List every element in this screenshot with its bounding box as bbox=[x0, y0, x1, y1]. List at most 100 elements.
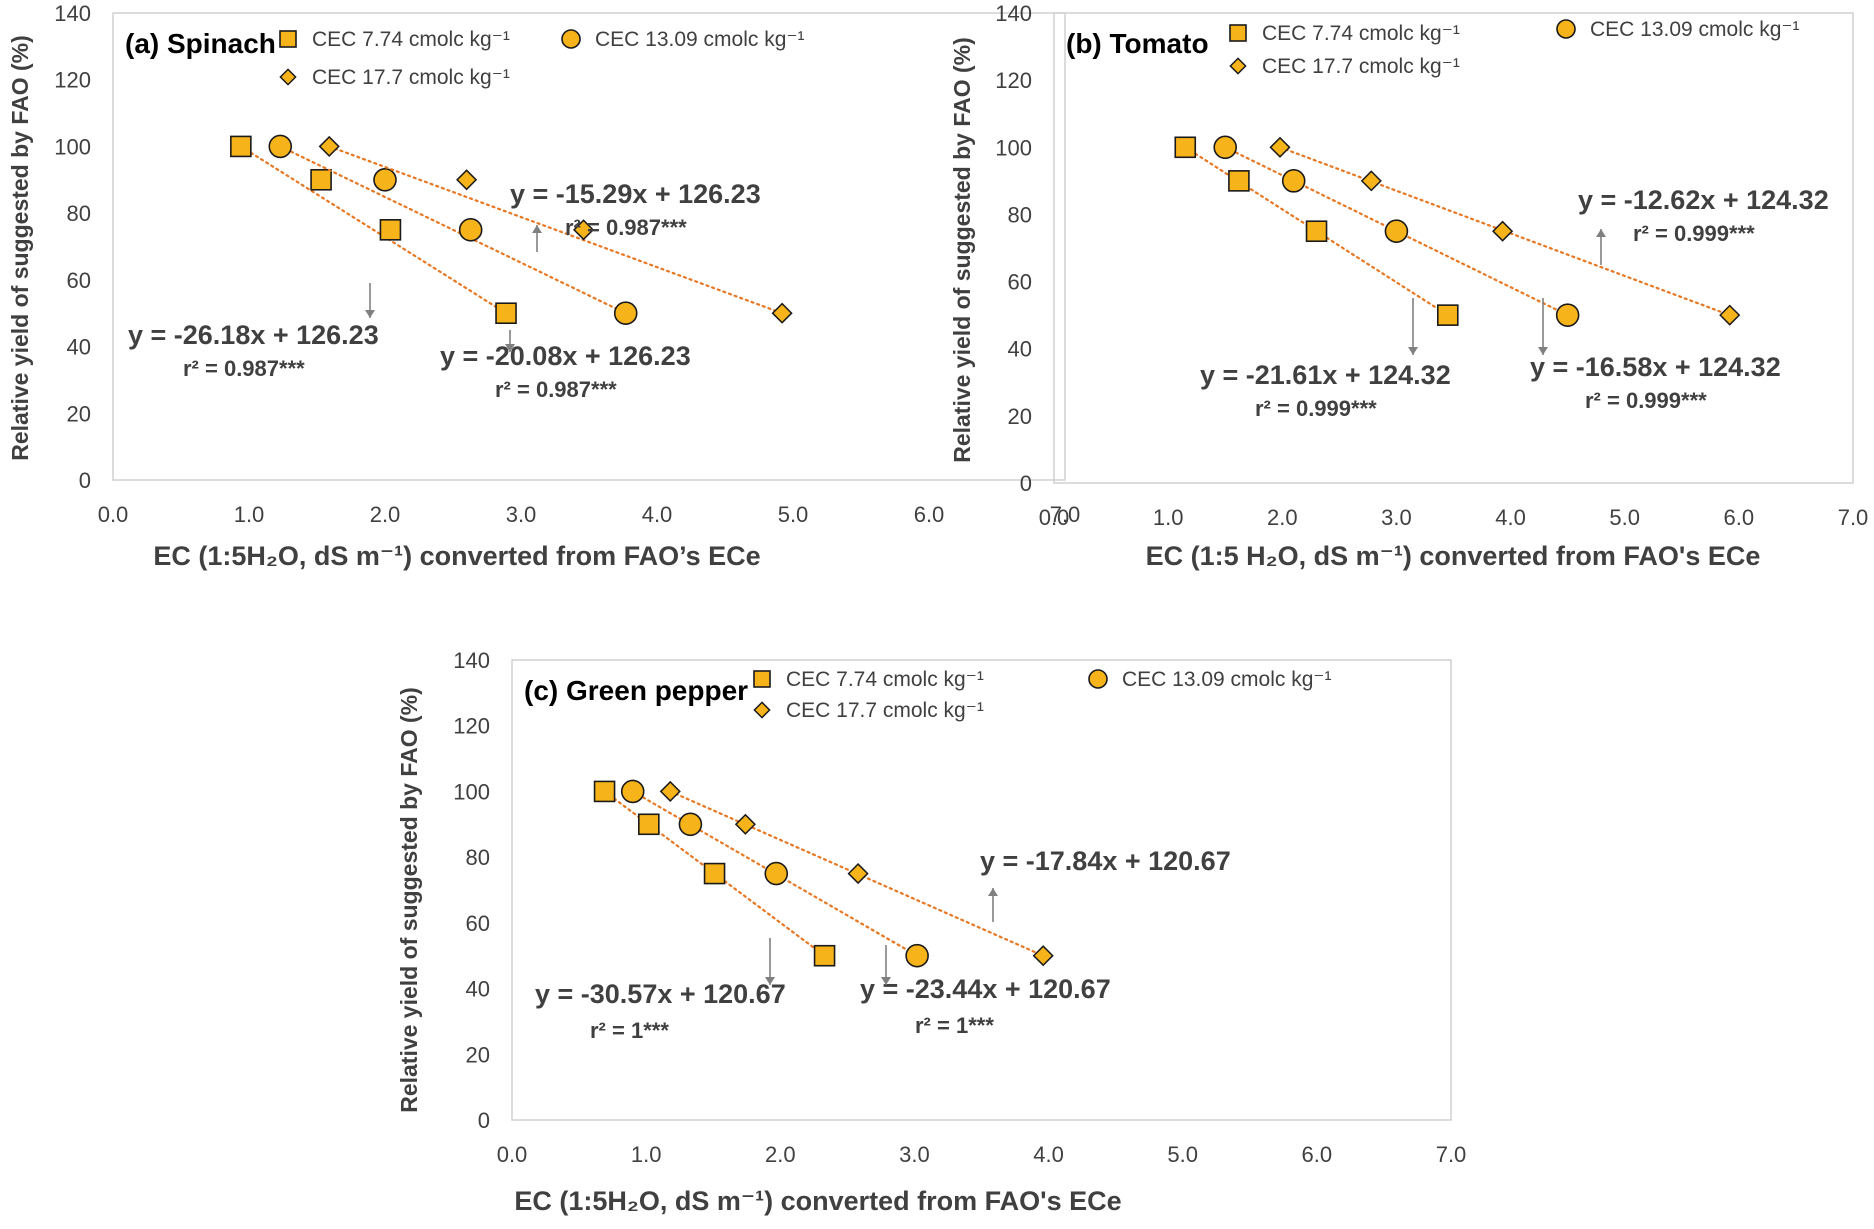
x-tick-label: 3.0 bbox=[899, 1142, 930, 1167]
plot-frame bbox=[511, 659, 1452, 1121]
data-point-circle bbox=[458, 218, 483, 242]
y-tick-label: 100 bbox=[995, 135, 1032, 160]
series-0 bbox=[593, 780, 836, 967]
y-tick-label: 120 bbox=[453, 714, 490, 739]
legend-marker bbox=[561, 29, 581, 49]
legend-label: CEC 13.09 cmolᴄ kg⁻¹ bbox=[1590, 18, 1800, 41]
equation-label: y = -20.08x + 126.23 bbox=[440, 341, 691, 371]
x-axis-label: EC (1:5H₂O, dS m⁻¹) converted from FAO’s… bbox=[153, 541, 760, 571]
r-squared-label: r² = 0.987*** bbox=[495, 377, 617, 402]
data-point-circle bbox=[678, 812, 703, 837]
y-tick-label: 100 bbox=[54, 134, 91, 159]
legend-label: CEC 17.7 cmolᴄ kg⁻¹ bbox=[312, 66, 510, 89]
x-tick-label: 1.0 bbox=[631, 1142, 662, 1167]
data-point-diamond bbox=[1269, 136, 1291, 158]
legend-marker bbox=[1229, 24, 1247, 42]
data-point-diamond bbox=[1492, 220, 1514, 242]
data-point-square bbox=[230, 135, 252, 158]
trendline bbox=[279, 145, 627, 315]
equation-label: y = -12.62x + 124.32 bbox=[1578, 185, 1829, 215]
y-tick-label: 140 bbox=[453, 648, 490, 673]
x-tick-label: 7.0 bbox=[1838, 505, 1869, 530]
data-point-circle bbox=[373, 167, 397, 192]
x-tick-label: 0.0 bbox=[497, 1142, 528, 1167]
data-point-circle bbox=[764, 861, 789, 886]
data-point-diamond bbox=[659, 780, 681, 802]
panel-label: (b) Tomato bbox=[1066, 28, 1209, 59]
x-tick-label: 3.0 bbox=[1381, 505, 1412, 530]
x-tick-label: 0.0 bbox=[98, 502, 129, 527]
data-point-square bbox=[495, 302, 517, 325]
arrow-head bbox=[1408, 347, 1418, 355]
data-point-circle bbox=[1555, 303, 1580, 327]
x-tick-label: 3.0 bbox=[506, 502, 537, 527]
arrow-head bbox=[532, 225, 542, 233]
arrow-head bbox=[1596, 229, 1606, 237]
legend-marker bbox=[279, 68, 297, 86]
r-squared-label: r² = 1*** bbox=[590, 1018, 669, 1043]
y-tick-label: 80 bbox=[67, 201, 91, 226]
equation-label: y = -21.61x + 124.32 bbox=[1200, 360, 1451, 390]
panel-label: (c) Green pepper bbox=[524, 675, 748, 706]
data-point-circle bbox=[613, 301, 638, 326]
data-point-diamond bbox=[456, 169, 478, 191]
legend-label: CEC 7.74 cmolᴄ kg⁻¹ bbox=[312, 28, 510, 51]
x-axis-label: EC (1:5 H₂O, dS m⁻¹) converted from FAO'… bbox=[1146, 541, 1761, 571]
x-axis-label: EC (1:5H₂O, dS m⁻¹) converted from FAO's… bbox=[514, 1186, 1121, 1216]
y-axis-label: Relative yield of suggested by FAO (%) bbox=[949, 37, 975, 463]
equation-label: y = -16.58x + 124.32 bbox=[1530, 352, 1781, 382]
y-tick-label: 60 bbox=[466, 911, 490, 936]
data-point-square bbox=[1436, 304, 1459, 326]
plot-frame bbox=[1053, 12, 1854, 484]
y-tick-label: 0 bbox=[478, 1108, 490, 1133]
series-2 bbox=[1269, 136, 1741, 326]
data-point-square bbox=[593, 780, 616, 803]
data-point-diamond bbox=[771, 302, 793, 324]
x-tick-label: 7.0 bbox=[1050, 502, 1081, 527]
data-point-square bbox=[1228, 170, 1250, 192]
legend-marker bbox=[1556, 19, 1576, 39]
legend-label: CEC 17.7 cmolᴄ kg⁻¹ bbox=[1262, 55, 1460, 78]
arrow-head bbox=[881, 977, 891, 985]
y-tick-label: 40 bbox=[466, 977, 490, 1002]
legend-label: CEC 7.74 cmolᴄ kg⁻¹ bbox=[1262, 22, 1460, 45]
trendline bbox=[328, 145, 784, 315]
x-tick-label: 1.0 bbox=[1153, 505, 1184, 530]
y-axis-label: Relative yield of suggested by FAO (%) bbox=[396, 687, 422, 1113]
legend-marker bbox=[1088, 669, 1108, 689]
data-point-square bbox=[1305, 220, 1328, 243]
x-tick-label: 4.0 bbox=[1033, 1142, 1064, 1167]
y-tick-label: 20 bbox=[466, 1042, 490, 1067]
legend-marker bbox=[1229, 57, 1247, 75]
r-squared-label: r² = 0.987*** bbox=[183, 356, 305, 381]
x-tick-label: 5.0 bbox=[1167, 1142, 1198, 1167]
x-tick-label: 7.0 bbox=[1436, 1142, 1467, 1167]
x-tick-label: 1.0 bbox=[234, 502, 265, 527]
x-tick-label: 4.0 bbox=[642, 502, 673, 527]
y-tick-label: 40 bbox=[67, 335, 91, 360]
x-tick-label: 4.0 bbox=[1495, 505, 1526, 530]
arrow-head bbox=[765, 977, 775, 985]
x-tick-label: 6.0 bbox=[1302, 1142, 1333, 1167]
data-point-diamond bbox=[734, 813, 756, 835]
chart-panel-0: 0.0 1.0 2.0 3.0 4.0 5.0 6.0 7.0 0 20 40 60 80 100 120 1… bbox=[7, 1, 1080, 571]
y-tick-label: 140 bbox=[995, 1, 1032, 26]
y-tick-label: 140 bbox=[54, 1, 91, 26]
y-tick-label: 0 bbox=[79, 468, 91, 493]
legend-label: CEC 13.09 cmolᴄ kg⁻¹ bbox=[1122, 668, 1332, 691]
r-squared-label: r² = 0.987*** bbox=[565, 215, 687, 240]
y-tick-label: 40 bbox=[1008, 337, 1032, 362]
data-point-square bbox=[638, 813, 660, 836]
y-tick-label: 80 bbox=[466, 845, 490, 870]
data-point-circle bbox=[620, 779, 645, 804]
trendline bbox=[239, 145, 508, 315]
data-point-square bbox=[310, 168, 332, 191]
data-point-diamond bbox=[318, 135, 340, 157]
arrow-head bbox=[1538, 347, 1548, 355]
r-squared-label: r² = 0.999*** bbox=[1255, 396, 1377, 421]
equation-label: y = -15.29x + 126.23 bbox=[510, 179, 761, 209]
y-tick-label: 100 bbox=[453, 779, 490, 804]
legend-marker bbox=[753, 670, 771, 688]
y-tick-label: 120 bbox=[995, 68, 1032, 93]
data-point-square bbox=[813, 944, 836, 967]
